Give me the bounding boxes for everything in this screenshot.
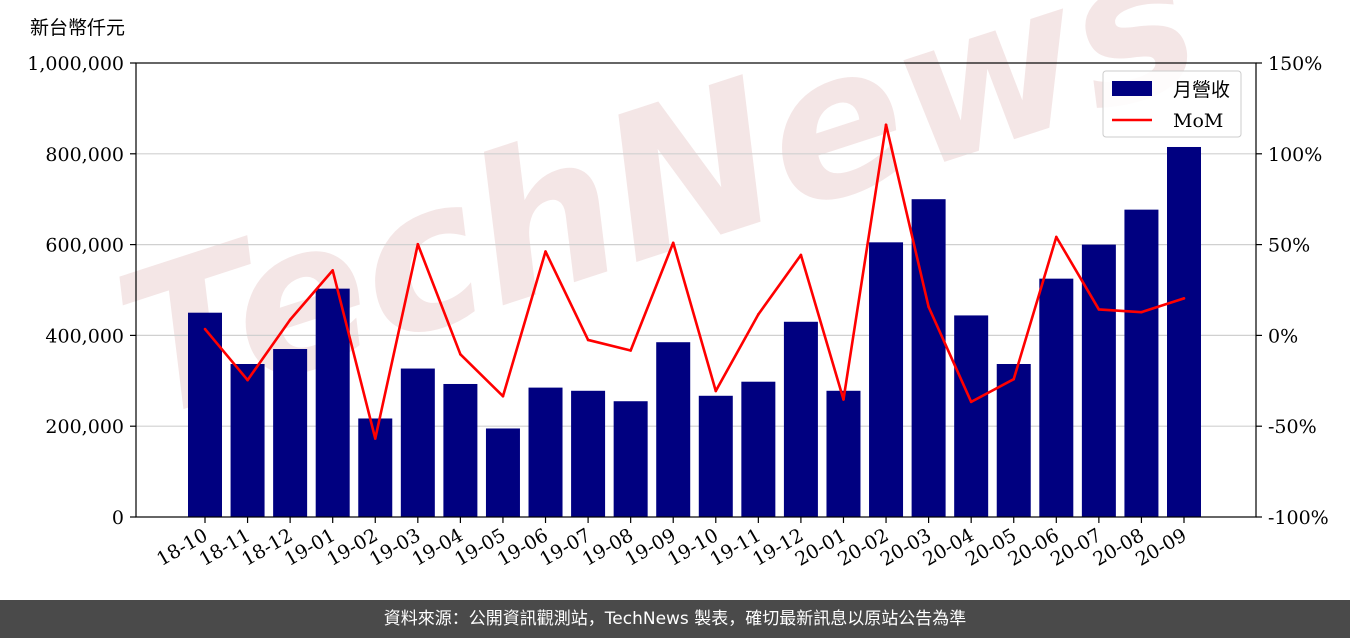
bar <box>613 401 648 517</box>
bar <box>1039 278 1074 517</box>
bar <box>656 342 691 517</box>
bar <box>273 349 308 517</box>
right-tick-label: 100% <box>1268 144 1322 166</box>
bar <box>528 387 563 517</box>
mom-point <box>927 305 930 309</box>
bar <box>996 364 1031 517</box>
mom-point <box>629 349 632 352</box>
right-tick-label: 50% <box>1268 235 1310 257</box>
bar <box>315 288 350 517</box>
mom-point <box>714 389 718 393</box>
mom-point <box>969 400 973 404</box>
left-tick-label: 1,000,000 <box>27 53 124 75</box>
revenue-chart: TechNews 0200,000400,000600,000800,0001,… <box>27 0 1328 571</box>
legend-swatch-revenue <box>1112 81 1152 96</box>
bar <box>698 395 733 517</box>
mom-point <box>884 123 888 127</box>
mom-point <box>544 250 547 253</box>
mom-point <box>416 242 420 246</box>
bar <box>741 381 776 517</box>
axes: 0 200,000 400,000 600,000 800,000 1,000,000 -1… <box>27 53 1328 571</box>
mom-point <box>1140 310 1143 314</box>
mom-point <box>757 313 760 316</box>
mom-point <box>246 378 249 382</box>
mom-point <box>586 338 590 342</box>
mom-point <box>799 253 803 257</box>
mom-point <box>1055 235 1058 239</box>
bar <box>485 428 520 517</box>
mom-point <box>331 269 334 272</box>
bar <box>1081 244 1116 517</box>
right-tick-label: -100% <box>1268 507 1329 529</box>
mom-point <box>1182 297 1186 300</box>
left-tick-label: 400,000 <box>45 325 124 347</box>
bar <box>443 383 478 517</box>
right-tick-label: -50% <box>1268 416 1317 438</box>
mom-point <box>842 398 845 401</box>
mom-point <box>671 241 675 245</box>
left-tick-label: 600,000 <box>45 235 124 257</box>
mom-point <box>1012 377 1016 381</box>
bar <box>783 321 818 517</box>
left-tick-label: 200,000 <box>45 416 124 438</box>
bar <box>1167 146 1201 518</box>
legend-label-mom: MoM <box>1173 110 1223 132</box>
mom-point <box>203 327 207 331</box>
mom-point <box>501 394 505 398</box>
bar <box>869 242 904 517</box>
bar <box>571 390 606 517</box>
bar <box>230 364 265 517</box>
legend: 月營收 MoM <box>1102 70 1242 138</box>
bar <box>400 368 435 517</box>
mom-point <box>1097 308 1101 311</box>
legend-label-revenue: 月營收 <box>1173 79 1230 101</box>
bar <box>188 312 222 517</box>
bar <box>826 390 861 517</box>
left-tick-label: 800,000 <box>45 144 124 166</box>
mom-point <box>459 352 462 356</box>
bar <box>1124 209 1159 517</box>
plot-frame <box>135 62 1257 518</box>
mom-line-series <box>203 123 1186 440</box>
right-tick-label: 0% <box>1268 325 1298 347</box>
mom-point <box>288 318 292 322</box>
bar <box>911 199 946 517</box>
source-footer: 資料來源：公開資訊觀測站，TechNews 製表，確切最新訊息以原站公告為準 <box>0 600 1350 638</box>
bar <box>954 315 989 517</box>
left-tick-label: 0 <box>112 507 124 529</box>
mom-line <box>204 123 1185 440</box>
right-tick-label: 150% <box>1268 53 1322 75</box>
mom-point <box>373 437 377 440</box>
y-unit-label: 新台幣仟元 <box>30 17 125 39</box>
